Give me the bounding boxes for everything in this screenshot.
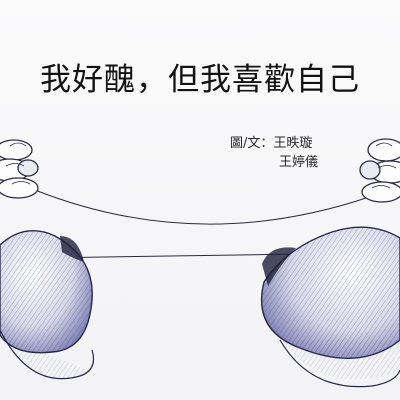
credit-line-2: 王婷儀 (230, 153, 380, 172)
book-title: 我好醜，但我喜歡自己 (40, 62, 360, 98)
credit-line-1: 圖/文：王昳璇 (230, 134, 380, 153)
credit-label: 圖/文： (230, 136, 274, 151)
thread-lines (34, 189, 373, 259)
right-creature-body (260, 226, 400, 388)
author-name: 王婷儀 (279, 155, 319, 170)
author-name: 王昳璇 (273, 136, 313, 151)
left-flower-paw (0, 139, 39, 199)
left-creature-body (0, 230, 95, 380)
author-credits: 圖/文：王昳璇 王婷儀 (230, 134, 380, 172)
right-flower-paw (359, 138, 400, 203)
